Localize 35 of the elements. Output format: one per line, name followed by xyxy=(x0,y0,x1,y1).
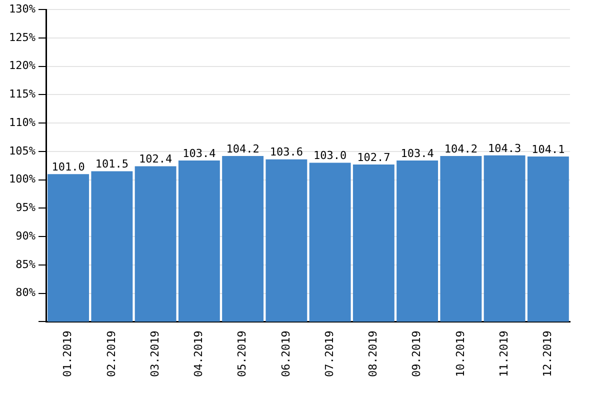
x-tick-label: 01.2019 xyxy=(61,330,74,377)
x-tick-label: 08.2019 xyxy=(366,330,380,377)
data-label: 103.4 xyxy=(400,146,434,160)
x-tick-label: 11.2019 xyxy=(497,330,510,377)
y-tick-label: 130% xyxy=(8,2,36,16)
x-tick-label: 06.2019 xyxy=(279,330,292,377)
y-tick-label: 85% xyxy=(16,258,36,271)
y-tick-label: 125% xyxy=(8,30,36,44)
data-label: 104.2 xyxy=(444,142,478,156)
data-label: 103.6 xyxy=(270,146,303,159)
x-tick-label: 02.2019 xyxy=(104,330,118,377)
x-tick-label: 04.2019 xyxy=(192,330,206,377)
data-label: 102.4 xyxy=(138,152,172,166)
y-tick-label: 90% xyxy=(16,229,36,242)
x-tick-label: 07.2019 xyxy=(322,330,336,377)
data-label: 103.4 xyxy=(182,146,216,160)
x-tick-label: 09.2019 xyxy=(410,330,424,377)
x-tick-label: 12.2019 xyxy=(541,330,554,377)
y-tick-label: 110% xyxy=(8,116,36,129)
y-tick-label: 120% xyxy=(8,59,36,72)
x-tick-label: 10.2019 xyxy=(454,330,467,377)
data-label: 101.5 xyxy=(95,158,128,171)
data-label: 104.1 xyxy=(532,142,565,156)
y-tick-label: 100% xyxy=(8,172,36,186)
y-tick-label: 95% xyxy=(16,201,36,214)
y-tick-label: 105% xyxy=(8,144,36,158)
y-tick-label: 115% xyxy=(8,88,36,101)
data-label: 104.2 xyxy=(226,142,260,156)
x-tick-label: 05.2019 xyxy=(236,330,249,377)
data-label: 101.0 xyxy=(52,160,85,174)
data-label: 104.3 xyxy=(488,142,522,155)
data-label: 103.0 xyxy=(313,149,347,162)
y-tick-label: 80% xyxy=(16,286,36,300)
data-label: 102.7 xyxy=(357,150,390,164)
x-tick-label: 03.2019 xyxy=(148,330,162,377)
